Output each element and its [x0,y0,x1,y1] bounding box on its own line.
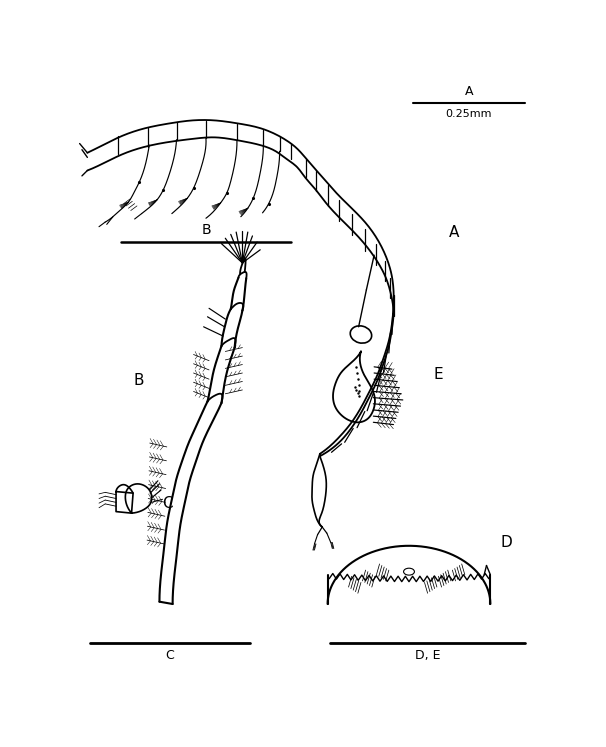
Text: D: D [501,535,512,550]
Text: A: A [464,85,473,98]
Text: D, E: D, E [415,649,441,663]
Text: B: B [134,374,144,388]
Text: E: E [434,367,444,382]
Text: A: A [449,225,460,240]
Text: C: C [165,649,174,663]
Text: B: B [201,223,211,237]
Text: C: C [162,497,173,512]
Text: 0.25mm: 0.25mm [445,109,492,119]
